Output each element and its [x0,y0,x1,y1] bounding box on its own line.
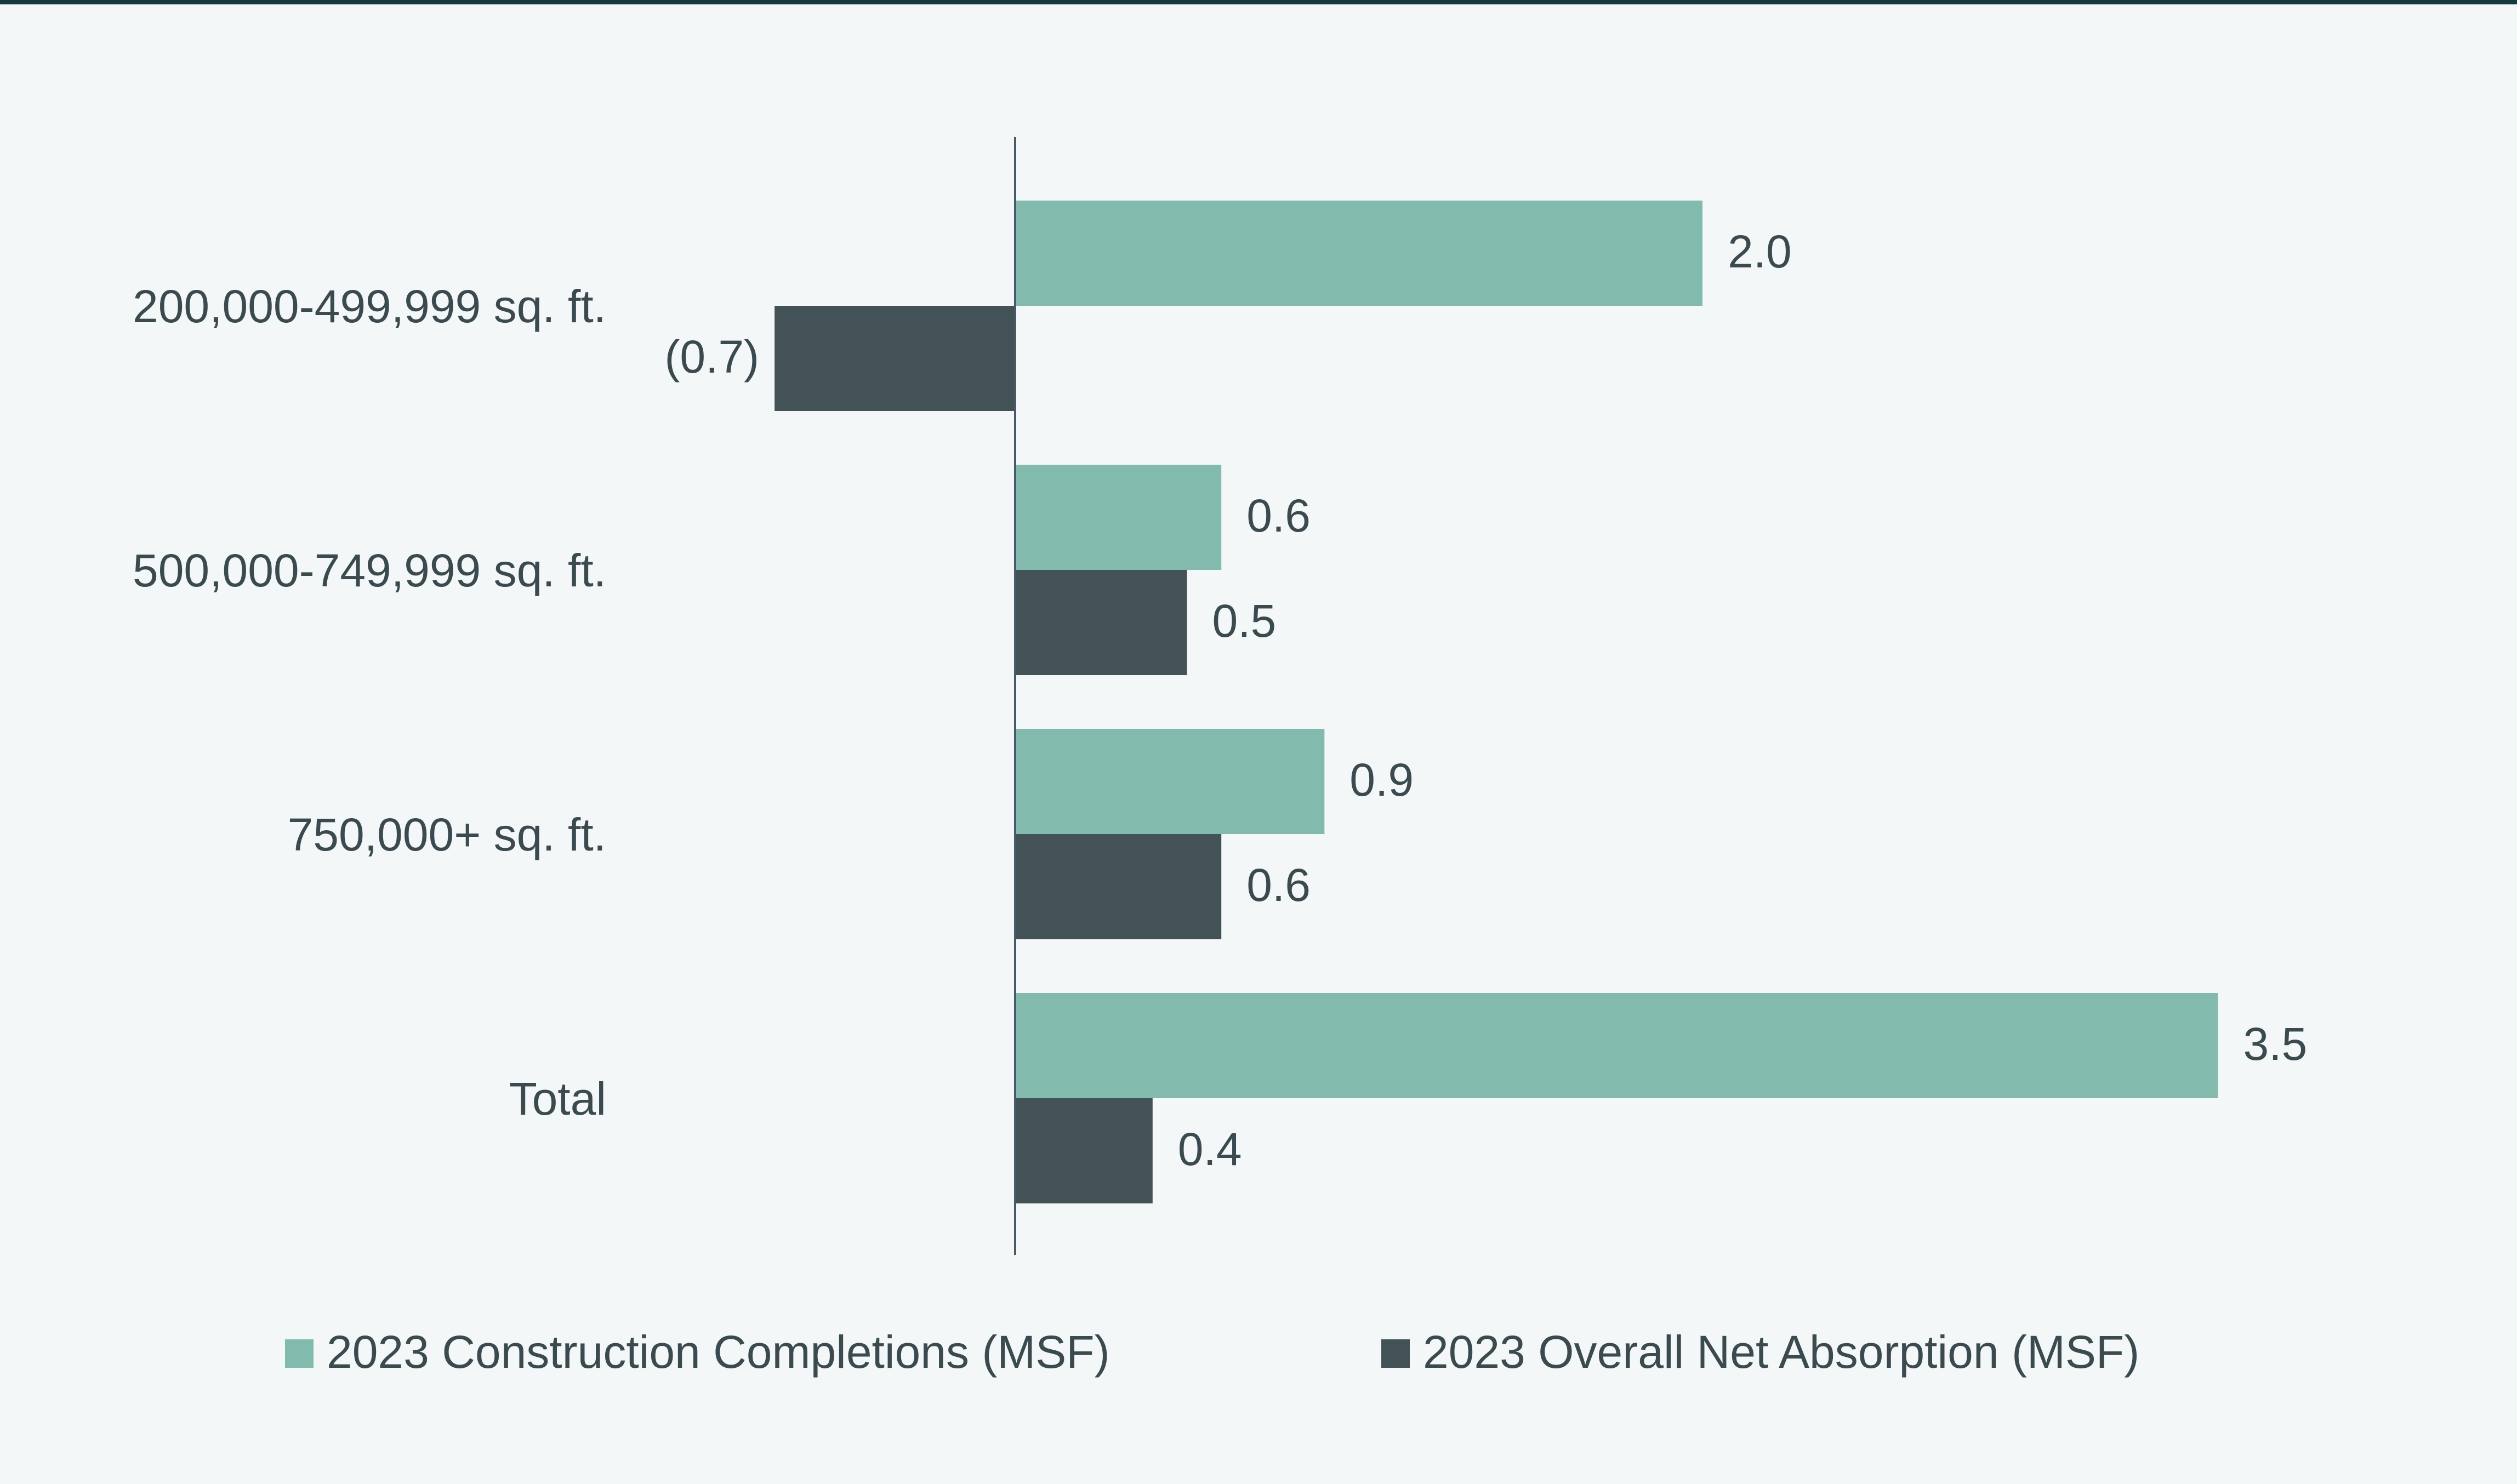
legend: 2023 Construction Completions (MSF) 2023 … [285,1326,2139,1378]
bar-completions [1015,993,2218,1098]
bars-layer [775,201,2218,1203]
bar-completions [1015,729,1325,834]
bar-net-absorption [1015,1098,1153,1203]
data-label: (0.7) [664,331,759,383]
bar-net-absorption [1015,834,1222,939]
legend-label: 2023 Construction Completions (MSF) [327,1326,1110,1378]
category-label: 200,000-499,999 sq. ft. [133,281,606,332]
category-label: Total [509,1073,606,1125]
bar-completions [1015,201,1702,306]
legend-swatch [1381,1339,1410,1368]
legend-swatch [285,1339,314,1368]
data-label: 0.9 [1349,754,1414,806]
bar-net-absorption [1015,570,1187,675]
legend-label: 2023 Overall Net Absorption (MSF) [1423,1326,2139,1378]
data-label: 0.6 [1246,490,1311,541]
category-label: 750,000+ sq. ft. [288,809,606,860]
value-labels: 2.0 (0.7) 0.6 0.5 0.9 0.6 3.5 0.4 [664,226,2307,1175]
category-labels: 200,000-499,999 sq. ft. 500,000-749,999 s… [133,281,606,1125]
data-label: 2.0 [1728,226,1792,277]
data-label: 0.5 [1212,595,1277,647]
data-label: 0.6 [1246,859,1311,911]
data-label: 0.4 [1178,1123,1242,1175]
bar-completions [1015,465,1222,570]
bar-net-absorption [775,306,1015,411]
category-label: 500,000-749,999 sq. ft. [133,545,606,596]
top-rule [0,0,2517,4]
data-label: 3.5 [2243,1018,2308,1070]
